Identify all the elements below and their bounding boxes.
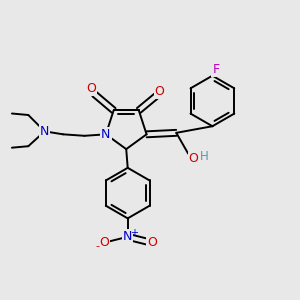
Text: +: +	[130, 228, 138, 238]
Text: F: F	[212, 63, 220, 76]
Text: O: O	[86, 82, 96, 95]
Text: O: O	[99, 236, 109, 249]
Text: O: O	[189, 152, 199, 166]
Text: O: O	[147, 236, 157, 249]
Text: N: N	[101, 128, 111, 141]
Text: O: O	[155, 85, 164, 98]
Text: N: N	[40, 125, 49, 138]
Text: N: N	[123, 230, 132, 243]
Text: H: H	[200, 150, 208, 163]
Text: -: -	[95, 241, 99, 251]
